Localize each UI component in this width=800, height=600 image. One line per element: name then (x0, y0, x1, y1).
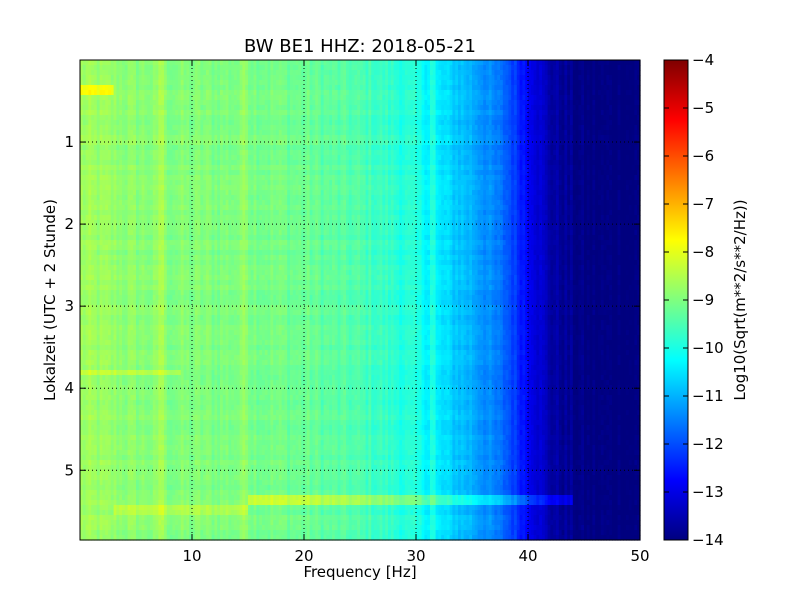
heatmap-cells (80, 60, 641, 541)
chart-title: BW BE1 HHZ: 2018-05-21 (244, 36, 476, 57)
